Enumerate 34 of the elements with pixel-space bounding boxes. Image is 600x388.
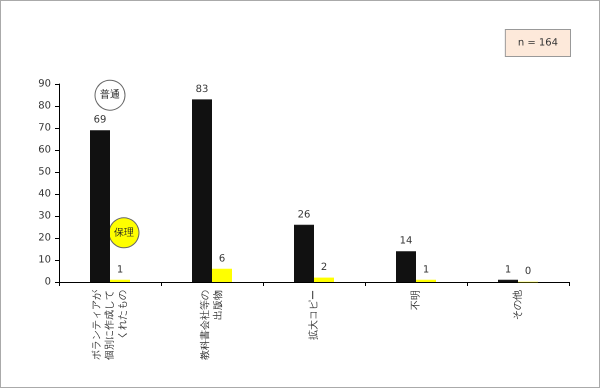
y-tick-label: 50 xyxy=(38,166,51,178)
data-label: 6 xyxy=(218,253,226,264)
data-label: 69 xyxy=(94,114,106,126)
data-label: 83 xyxy=(196,84,208,95)
text: n = 164 xyxy=(518,38,558,48)
x-tick-label: 拡大コピー xyxy=(308,290,320,340)
data-label: 1 xyxy=(504,264,512,276)
y-tick-label: 40 xyxy=(38,188,51,200)
y-tick-label: 90 xyxy=(38,78,51,90)
x-tick-label: ボランティアが個別に作成してくれたもの xyxy=(92,289,128,360)
x-tick-label: 教科書会社等の出版物 xyxy=(199,290,224,360)
y-tick-label: 70 xyxy=(38,122,51,134)
bar xyxy=(294,224,314,282)
y-tick-label: 20 xyxy=(38,232,51,244)
y-tick-label: 60 xyxy=(38,144,51,156)
x-tick-label: 不明 xyxy=(410,290,422,310)
y-tick-label: 80 xyxy=(38,100,51,112)
data-label: 14 xyxy=(400,236,412,247)
data-label: 26 xyxy=(298,209,310,220)
bar xyxy=(192,99,212,282)
bar xyxy=(212,268,232,282)
bar xyxy=(90,130,110,282)
text: 普通 xyxy=(100,88,120,101)
data-label: 2 xyxy=(320,262,328,274)
data-label: 0 xyxy=(524,266,532,278)
data-label: 1 xyxy=(116,264,124,276)
bar xyxy=(396,251,416,282)
data-label: 1 xyxy=(422,264,430,276)
x-tick-label: その他 xyxy=(512,290,524,320)
y-tick-label: 30 xyxy=(38,210,51,222)
bar xyxy=(314,278,334,282)
text: 保理 xyxy=(114,227,134,238)
y-tick-label: 10 xyxy=(38,254,51,266)
y-tick-label: 0 xyxy=(44,276,51,288)
